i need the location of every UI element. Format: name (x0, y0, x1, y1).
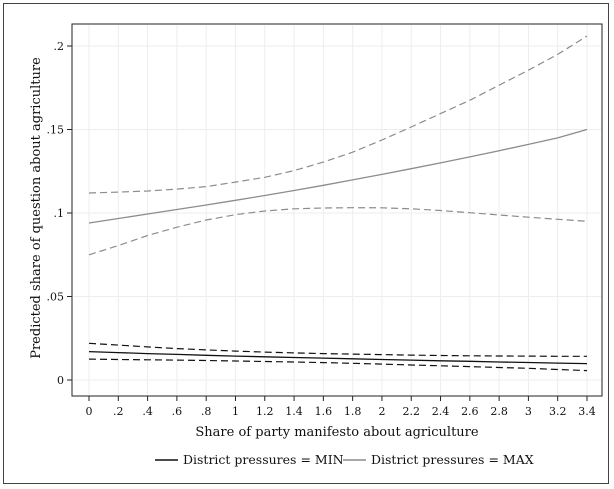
x-axis: 0 .2 .4 .6 .8 1 1.2 1.4 1.6 1.8 2 2.2 2.4 2.6 2.8 3 3.2 3… (86, 396, 596, 418)
x-tick-label-2: .4 (142, 405, 153, 418)
x-tick-label-13: 2.6 (461, 405, 479, 418)
series-group (88, 35, 588, 372)
x-tick-label-14: 2.8 (490, 405, 508, 418)
legend: District pressures = MIN District pressu… (155, 452, 534, 467)
series-max-estimate (88, 128, 588, 224)
legend-label-min: District pressures = MIN (183, 452, 344, 467)
y-tick-label-2: .1 (54, 207, 65, 220)
x-tick-label-5: 1 (232, 405, 239, 418)
x-tick-label-6: 1.2 (256, 405, 274, 418)
x-tick-label-4: .8 (201, 405, 212, 418)
gridlines (73, 25, 601, 395)
x-tick-label-8: 1.6 (315, 405, 333, 418)
y-tick-label-3: .15 (47, 124, 65, 137)
series-max-ci-lower (88, 207, 588, 256)
plot-area (71, 23, 603, 397)
y-tick-label-4: .2 (54, 40, 65, 53)
x-tick-label-12: 2.4 (432, 405, 450, 418)
x-axis-title: Share of party manifesto about agricultu… (195, 425, 478, 440)
x-tick-label-9: 1.8 (344, 405, 362, 418)
series-min-ci-lower (88, 358, 588, 372)
y-axis: 0 .05 .1 .15 .2 (47, 40, 72, 387)
series-min-ci-upper (88, 342, 587, 357)
x-tick-label-11: 2.2 (402, 405, 420, 418)
x-tick-label-15: 3 (525, 405, 532, 418)
x-tick-label-3: .6 (172, 405, 183, 418)
x-tick-label-10: 2 (378, 405, 385, 418)
series-max-ci-upper (88, 35, 588, 194)
y-tick-label-1: .05 (47, 291, 65, 304)
y-axis-title: Predicted share of question about agricu… (29, 57, 44, 359)
x-tick-label-17: 3.4 (578, 405, 596, 418)
x-tick-label-16: 3.2 (549, 405, 567, 418)
series-min-estimate (88, 350, 588, 365)
x-tick-label-0: 0 (86, 405, 93, 418)
y-tick-label-0: 0 (57, 374, 64, 387)
x-tick-label-1: .2 (113, 405, 124, 418)
legend-label-max: District pressures = MAX (371, 452, 534, 467)
x-tick-label-7: 1.4 (285, 405, 303, 418)
